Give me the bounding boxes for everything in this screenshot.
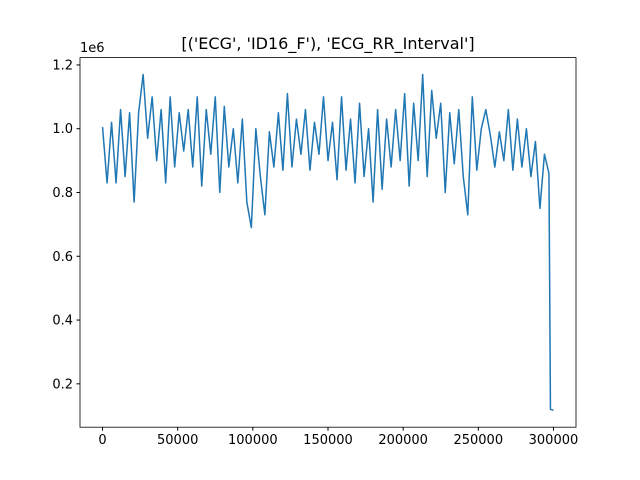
- y-offset-label: 1e6: [80, 41, 105, 56]
- x-tick-label: 0: [98, 433, 106, 448]
- x-tick-label: 300000: [529, 433, 579, 448]
- x-tick-label: 200000: [378, 433, 428, 448]
- x-tick-label: 150000: [303, 433, 353, 448]
- y-tick-label: 0.8: [52, 186, 73, 201]
- x-tick-label: 100000: [228, 433, 278, 448]
- y-tick-label: 0.4: [52, 314, 73, 329]
- x-tick-label: 250000: [453, 433, 503, 448]
- y-tick-label: 0.2: [52, 377, 73, 392]
- y-tick-label: 0.6: [52, 250, 73, 265]
- y-tick-label: 1.2: [52, 58, 73, 73]
- data-line: [101, 73, 554, 412]
- chart-title: [('ECG', 'ID16_F'), 'ECG_RR_Interval']: [181, 34, 474, 54]
- y-tick-label: 1.0: [52, 122, 73, 137]
- x-tick-label: 50000: [157, 433, 198, 448]
- axes-frame: [79, 57, 577, 428]
